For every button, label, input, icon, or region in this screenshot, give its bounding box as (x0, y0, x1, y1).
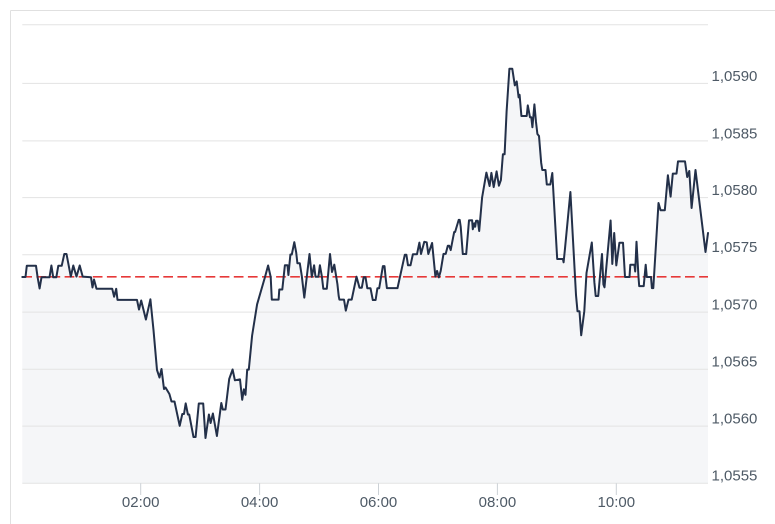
svg-text:1,0580: 1,0580 (712, 182, 758, 199)
svg-text:1,0565: 1,0565 (712, 354, 758, 371)
svg-text:1,0585: 1,0585 (712, 125, 758, 142)
svg-text:1,0575: 1,0575 (712, 239, 758, 256)
svg-text:1,0555: 1,0555 (712, 468, 758, 485)
svg-text:10:00: 10:00 (598, 494, 636, 511)
svg-text:1,0570: 1,0570 (712, 297, 758, 314)
svg-text:1,0590: 1,0590 (712, 68, 758, 85)
svg-text:02:00: 02:00 (122, 494, 160, 511)
svg-text:04:00: 04:00 (241, 494, 279, 511)
svg-text:08:00: 08:00 (479, 494, 517, 511)
svg-text:1,0560: 1,0560 (712, 411, 758, 428)
svg-text:06:00: 06:00 (360, 494, 398, 511)
